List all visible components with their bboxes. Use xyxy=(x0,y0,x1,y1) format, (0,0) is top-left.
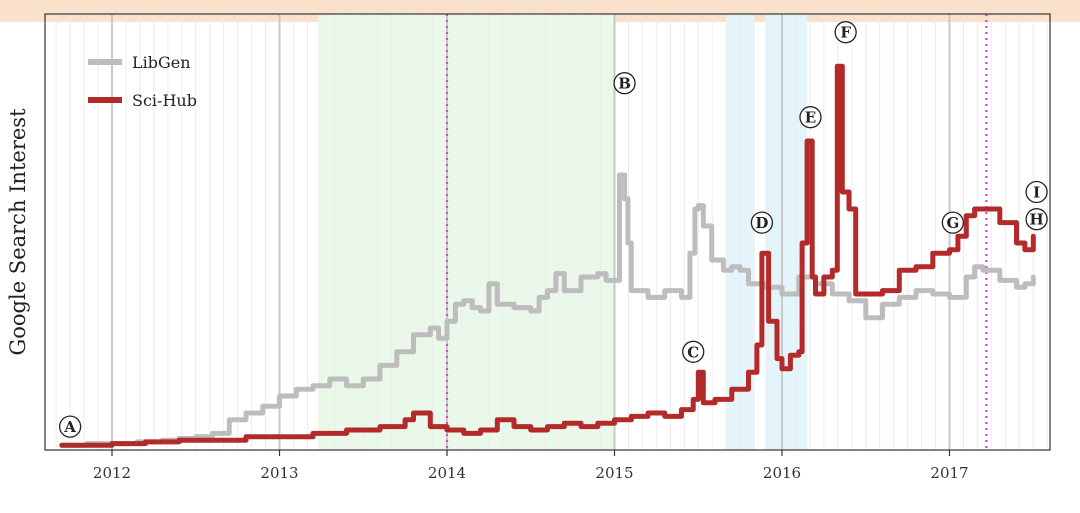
annotation-label: G xyxy=(946,214,959,232)
x-tick-label: 2016 xyxy=(763,464,801,482)
annotation-label: F xyxy=(840,24,851,42)
x-tick-label: 2015 xyxy=(595,464,633,482)
x-axis-ticks: 2012 2013 2014 2015 2016 2017 xyxy=(93,450,969,482)
annotation-c: C xyxy=(682,340,705,363)
x-tick-label: 2017 xyxy=(930,464,968,482)
annotation-g: G xyxy=(941,211,964,234)
shaded-region-2 xyxy=(765,14,808,450)
legend: LibGen Sci-Hub xyxy=(88,53,197,110)
annotation-i: I xyxy=(1025,180,1048,204)
annotation-e: E xyxy=(799,106,822,129)
annotation-d: D xyxy=(750,211,774,234)
series-lines xyxy=(59,63,1036,448)
annotation-circle xyxy=(799,106,822,129)
annotation-label: B xyxy=(618,75,631,93)
annotation-circle xyxy=(1025,208,1048,231)
annotation-label: H xyxy=(1030,211,1044,229)
annotation-f: F xyxy=(834,21,857,44)
annotation-circle xyxy=(750,211,774,234)
series-line-sci-hub xyxy=(59,63,1036,448)
annotation-label: C xyxy=(687,343,699,361)
annotation-h: H xyxy=(1025,208,1048,231)
x-tick-label: 2012 xyxy=(93,464,131,482)
annotation-circle xyxy=(1025,180,1048,204)
x-tick-label: 2014 xyxy=(428,464,466,482)
event-lines xyxy=(445,14,988,450)
legend-label-libgen: LibGen xyxy=(132,53,191,72)
series-line-libgen xyxy=(59,172,1036,448)
annotation-markers: A B C D E F G HI xyxy=(58,21,1048,438)
x-tick-label: 2013 xyxy=(260,464,298,482)
annotation-label: I xyxy=(1033,184,1040,202)
annotation-circle xyxy=(613,72,636,95)
annotation-label: D xyxy=(755,214,768,232)
legend-label-scihub: Sci-Hub xyxy=(132,91,197,110)
annotation-circle xyxy=(682,340,705,363)
annotation-label: A xyxy=(63,418,76,436)
y-axis-label: Google Search Interest xyxy=(6,108,30,356)
plot-border xyxy=(44,13,1051,451)
annotation-circle xyxy=(58,415,82,438)
annotation-label: E xyxy=(805,109,816,127)
annotation-circle xyxy=(834,21,857,44)
annotation-circle xyxy=(941,211,964,234)
annotation-a: A xyxy=(58,415,82,438)
annotation-b: B xyxy=(613,72,636,95)
